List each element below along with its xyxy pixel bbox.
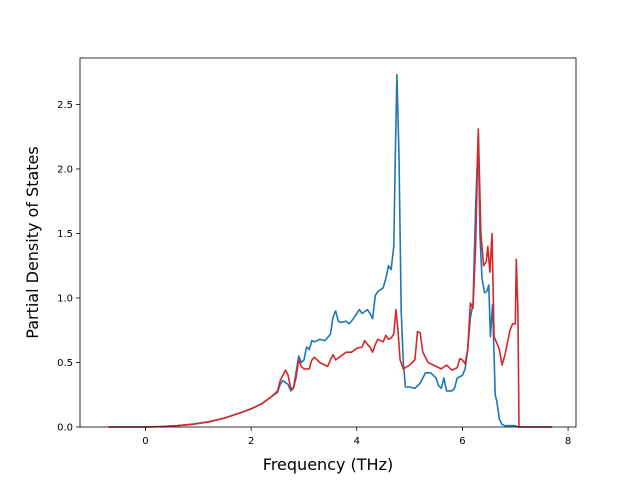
y-tick-label: 1.5 (57, 229, 73, 240)
x-axis-label: Frequency (THz) (263, 455, 393, 474)
series-line-2 (108, 128, 553, 428)
x-tick-label: 0 (142, 436, 148, 447)
y-tick-label: 1.0 (57, 293, 73, 304)
plot-frame (79, 57, 577, 428)
x-tick-label: 4 (354, 436, 360, 447)
y-axis-label: Partial Density of States (23, 146, 42, 338)
y-tick-label: 2.5 (57, 100, 73, 111)
x-axis-ticks: 0 2 4 6 8 (142, 427, 571, 447)
x-tick-label: 6 (459, 436, 465, 447)
series-line-1 (108, 74, 553, 428)
plot-lines (108, 74, 553, 428)
y-tick-label: 2.0 (57, 164, 73, 175)
y-tick-label: 0.0 (57, 423, 73, 434)
y-axis-ticks: 0.0 0.5 1.0 1.5 2.0 2.5 (57, 100, 80, 434)
x-tick-label: 2 (248, 436, 254, 447)
x-tick-label: 8 (565, 436, 571, 447)
y-tick-label: 0.5 (57, 358, 73, 369)
